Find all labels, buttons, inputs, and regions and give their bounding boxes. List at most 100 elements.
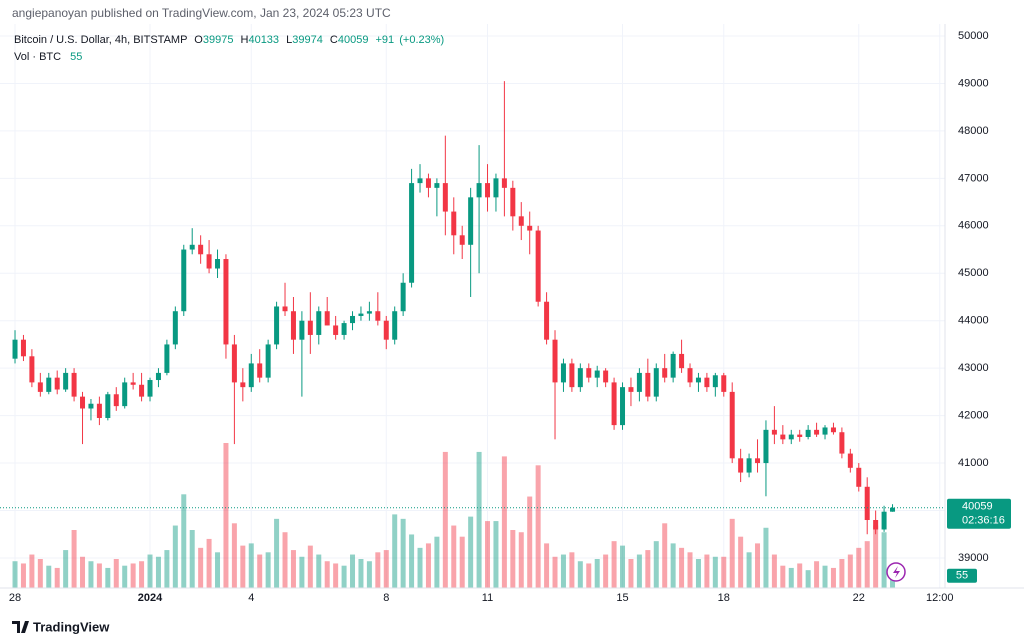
volume-bar [594, 559, 600, 588]
candle-body [527, 225, 533, 231]
volume-bar [147, 554, 153, 588]
publish-line: angiepanoyan published on TradingView.co… [12, 6, 391, 20]
y-tick-label: 49000 [958, 77, 989, 89]
candle-body [215, 259, 221, 269]
volume-bar [679, 547, 685, 588]
candle-body [257, 363, 263, 378]
h-value: 40133 [248, 34, 279, 46]
volume-bar [29, 554, 35, 588]
volume-bar [552, 556, 558, 588]
vol-value: 55 [70, 51, 82, 63]
volume-bar [645, 550, 651, 588]
candle-body [797, 434, 803, 437]
candle-body [771, 429, 777, 435]
candle-body [37, 382, 43, 392]
footer-logo: TradingView [12, 619, 110, 634]
volume-layer [12, 443, 896, 588]
candle-body [628, 387, 634, 392]
volume-bar [704, 554, 710, 588]
vol-key: Vol · BTC [14, 51, 61, 63]
candle-body [366, 311, 372, 314]
volume-bar [20, 563, 26, 588]
volume-legend: Vol · BTC 55 [14, 51, 82, 63]
candle-body [88, 403, 94, 409]
y-tick-label: 47000 [958, 172, 989, 184]
volume-bar [307, 545, 313, 588]
y-tick-label: 41000 [958, 457, 989, 469]
candle-body [679, 353, 685, 369]
candle-layer [12, 81, 896, 535]
candle-body [63, 372, 69, 390]
candle-body [350, 315, 356, 324]
candle-body [451, 211, 457, 236]
candle-body [881, 511, 887, 530]
candle-body [12, 339, 18, 359]
volume-bar [139, 561, 145, 588]
y-tick-label: 42000 [958, 410, 989, 422]
candle-body [383, 320, 389, 340]
volume-bar [560, 554, 566, 588]
candle-body [459, 235, 465, 245]
volume-bar [105, 567, 111, 588]
volume-bar [113, 559, 119, 588]
candle-body [147, 380, 153, 397]
candle-body [586, 368, 592, 378]
candle-body [54, 377, 60, 390]
candle-body [594, 370, 600, 378]
candle-body [248, 363, 254, 388]
volume-bar [122, 565, 128, 588]
volume-bar [780, 565, 786, 588]
candle-body [240, 382, 246, 388]
candle-body [577, 368, 583, 388]
volume-bar [231, 523, 237, 588]
candle-body [603, 370, 609, 383]
candle-body [139, 384, 145, 397]
candle-body [501, 178, 507, 188]
volume-bar [88, 561, 94, 588]
candle-body [645, 372, 651, 397]
volume-bar [63, 550, 69, 588]
c-key: C [330, 34, 338, 46]
volume-bar [805, 570, 811, 588]
volume-bar [662, 523, 668, 588]
volume-tag-value: 55 [956, 570, 968, 582]
candle-body [738, 458, 744, 473]
candle-body [324, 311, 330, 326]
candle-body [746, 458, 752, 473]
candle-body [468, 197, 474, 245]
volume-bar [350, 554, 356, 588]
volume-bar [485, 521, 491, 588]
volume-bar [341, 565, 347, 588]
volume-bar [71, 530, 77, 588]
candle-body [662, 368, 668, 378]
candle-body [695, 377, 701, 383]
candle-body [172, 311, 178, 345]
volume-bar [670, 543, 676, 588]
axis-layer: 3900040000410004200043000440004500046000… [0, 30, 1011, 604]
candle-body [653, 368, 659, 397]
candle-body [485, 183, 491, 198]
volume-bar [383, 550, 389, 588]
volume-bar [375, 552, 381, 588]
candle-body [122, 382, 128, 407]
volume-bar [366, 561, 372, 588]
candle-body [409, 183, 415, 283]
candle-body [113, 394, 119, 407]
candle-body [620, 387, 626, 426]
candle-body [20, 339, 26, 357]
volume-bar [687, 552, 693, 588]
volume-bar [290, 550, 296, 588]
volume-bar [712, 556, 718, 588]
volume-bar [189, 530, 195, 588]
volume-bar [37, 559, 43, 588]
volume-bar [636, 554, 642, 588]
volume-bar [729, 518, 735, 588]
candle-body [721, 375, 727, 392]
y-tick-label: 44000 [958, 315, 989, 327]
change-pct: (+0.23%) [399, 34, 444, 46]
candle-body [687, 368, 693, 383]
candle-body [856, 467, 862, 487]
volume-bar [206, 538, 212, 588]
